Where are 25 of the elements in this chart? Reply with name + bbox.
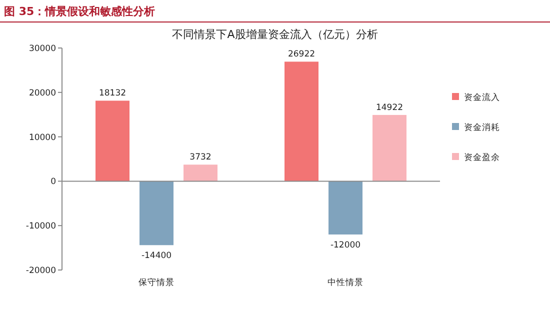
legend-label: 资金消耗 — [464, 122, 500, 133]
y-tick-label: 30000 — [28, 44, 56, 54]
x-tick-label: 中性情景 — [328, 277, 364, 288]
subtitle: 不同情景下A股增量资金流入（亿元）分析 — [172, 28, 378, 41]
title: 图 35：情景假设和敏感性分析 — [4, 5, 156, 18]
data-label: 26922 — [288, 50, 316, 60]
legend-label: 资金盈余 — [464, 152, 500, 163]
legend-label: 资金流入 — [464, 92, 500, 103]
data-label: 18132 — [98, 88, 126, 99]
bar — [284, 62, 318, 182]
bar — [140, 181, 174, 246]
data-label: -12000 — [330, 240, 361, 250]
y-tick-label: -20000 — [26, 266, 56, 276]
y-tick-label: 20000 — [28, 88, 56, 98]
data-label: -14400 — [141, 251, 172, 262]
y-tick-label: -10000 — [26, 222, 56, 232]
bar — [184, 164, 218, 182]
bar — [372, 114, 406, 182]
y-tick-label: 10000 — [28, 132, 56, 143]
data-label: 14922 — [376, 102, 404, 113]
x-tick-label: 保守情景 — [138, 277, 174, 288]
bar — [328, 181, 362, 234]
y-tick-label: 0 — [50, 177, 56, 188]
data-label: 3732 — [190, 152, 212, 163]
bar — [96, 100, 130, 182]
